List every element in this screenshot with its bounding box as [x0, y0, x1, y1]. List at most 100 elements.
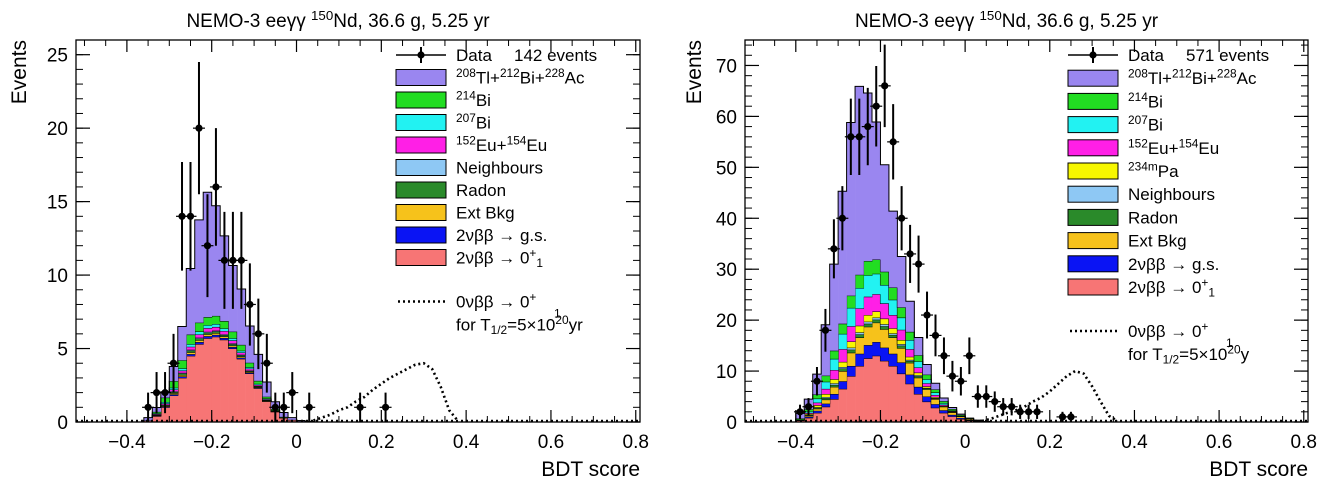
hist-bar-bi207 — [211, 324, 221, 327]
hist-bar-tl — [931, 383, 941, 390]
legend-swatch-pa — [1067, 162, 1119, 180]
data-point — [381, 403, 390, 411]
hist-bar-pa — [888, 328, 898, 334]
hist-bar-gs — [804, 416, 814, 418]
legend-signal-note-part: 1/2 — [491, 323, 508, 337]
legend-swatch-radon — [395, 181, 447, 199]
legend-signal-note-part: for T — [456, 316, 491, 335]
legend-label-ex-part: 1 — [536, 256, 543, 270]
legend-swatch-ex — [395, 249, 447, 266]
data-point — [982, 392, 990, 401]
legend-label-radon: Radon — [456, 181, 506, 200]
data-point — [889, 138, 897, 146]
hist-bar-gs — [211, 334, 221, 337]
data-point — [830, 245, 838, 253]
hist-bar-radon — [880, 326, 890, 330]
hist-bar-gs — [855, 353, 864, 366]
hist-bar-eu — [931, 395, 941, 398]
legend-data-marker — [1089, 51, 1097, 59]
hist-bar-radon — [897, 345, 907, 349]
hist-bar-gs — [897, 362, 907, 374]
hist-bar-extbkg — [948, 412, 957, 415]
data-point — [898, 214, 906, 222]
legend-label-tl-part: Tl+ — [1148, 69, 1172, 88]
hist-bar-tl — [897, 256, 907, 308]
hist-bar-ex — [186, 355, 196, 422]
signal-curve — [313, 361, 459, 422]
hist-bar-bi214 — [939, 401, 949, 404]
hist-bar-neigh — [855, 332, 864, 335]
hist-bar-gs — [931, 404, 941, 408]
hist-bar-radon — [905, 360, 915, 363]
legend-label-eu-part: 154 — [507, 134, 527, 148]
data-point — [356, 403, 364, 411]
data-point — [804, 403, 813, 411]
hist-bar-neigh — [905, 359, 915, 361]
y-tick-label: 40 — [716, 209, 737, 230]
hist-bar-ex — [846, 376, 856, 422]
hist-bar-ex — [948, 416, 957, 422]
hist-bar-bi214 — [245, 362, 255, 368]
data-point — [246, 300, 254, 309]
hist-bar-pa — [880, 318, 890, 325]
hist-bar-extbkg — [220, 336, 229, 338]
y-tick-label: 50 — [716, 158, 737, 179]
data-point — [195, 124, 203, 132]
hist-bar-eu — [897, 329, 907, 340]
hist-bar-gs — [939, 410, 949, 413]
hist-bar-radon — [914, 376, 924, 378]
legend-label-eu-part: 152 — [456, 134, 476, 148]
legend-signal-note-part: 1/2 — [1163, 353, 1180, 367]
hist-bar-eu — [914, 367, 924, 373]
hist-bar-bi207 — [245, 367, 255, 369]
hist-bar-pa — [905, 356, 915, 360]
x-tick-label: −0.2 — [193, 432, 231, 453]
legend-label-ex-part: 1 — [1208, 286, 1215, 300]
hist-bar-gs — [169, 394, 179, 396]
x-tick-label: 0.2 — [1037, 432, 1063, 453]
hist-bar-eu — [888, 315, 898, 329]
legend-label-bi207-part: Bi — [476, 114, 491, 133]
hist-bar-ex — [914, 393, 924, 422]
y-tick-label: 70 — [716, 56, 737, 77]
data-point — [152, 389, 161, 397]
hist-bar-ex — [905, 383, 915, 422]
hist-bar-eu — [245, 368, 255, 371]
hist-bar-bi214 — [905, 331, 915, 340]
hist-bar-bi207 — [829, 358, 839, 371]
x-tick-label: −0.4 — [777, 432, 815, 453]
legend-label-bi207-part: 207 — [456, 111, 476, 125]
hist-bar-radon — [194, 338, 204, 341]
legend-label-bi214-part: 214 — [1128, 90, 1148, 104]
chart-title-part: 150 — [311, 8, 333, 23]
hist-bar-bi207 — [871, 273, 881, 295]
hist-bar-gs — [186, 354, 196, 356]
legend-label-pa-part: 234m — [1128, 160, 1158, 174]
y-tick-label: 0 — [57, 413, 68, 434]
hist-bar-ex — [169, 395, 179, 422]
legend-label-radon-part: Radon — [1128, 208, 1178, 227]
y-tick-label: 10 — [716, 362, 737, 383]
hist-bar-bi214 — [194, 322, 204, 332]
legend-label-gs-part: 2νββ → g.s. — [456, 226, 547, 245]
hist-bar-extbkg — [829, 386, 839, 394]
hist-bar-extbkg — [956, 416, 966, 418]
hist-bar-gs — [237, 357, 246, 359]
legend-label-tl: 208Tl+212Bi+228Ac — [1128, 67, 1257, 88]
legend-swatch-bi207 — [1067, 116, 1119, 134]
data-point — [855, 133, 863, 141]
legend-signal-label-part: + — [529, 290, 536, 304]
legend-label-tl-part: 208 — [456, 66, 476, 80]
data-point — [203, 242, 212, 250]
hist-bar-tl — [237, 289, 246, 345]
data-point — [948, 372, 957, 380]
legend-label-tl-part: 228 — [545, 66, 565, 80]
legend: Data 142 events208Tl+212Bi+228Ac214Bi207B… — [395, 46, 597, 337]
data-point — [254, 330, 262, 338]
legend-signal-note-part: 20 — [1227, 343, 1241, 357]
legend-label-eu-part: 152 — [1128, 136, 1148, 150]
legend-label-ex: 2νββ → 0+1 — [1128, 276, 1215, 300]
hist-bar-ex — [888, 365, 898, 422]
data-point — [1033, 408, 1041, 416]
hist-bar-ex — [152, 416, 162, 422]
